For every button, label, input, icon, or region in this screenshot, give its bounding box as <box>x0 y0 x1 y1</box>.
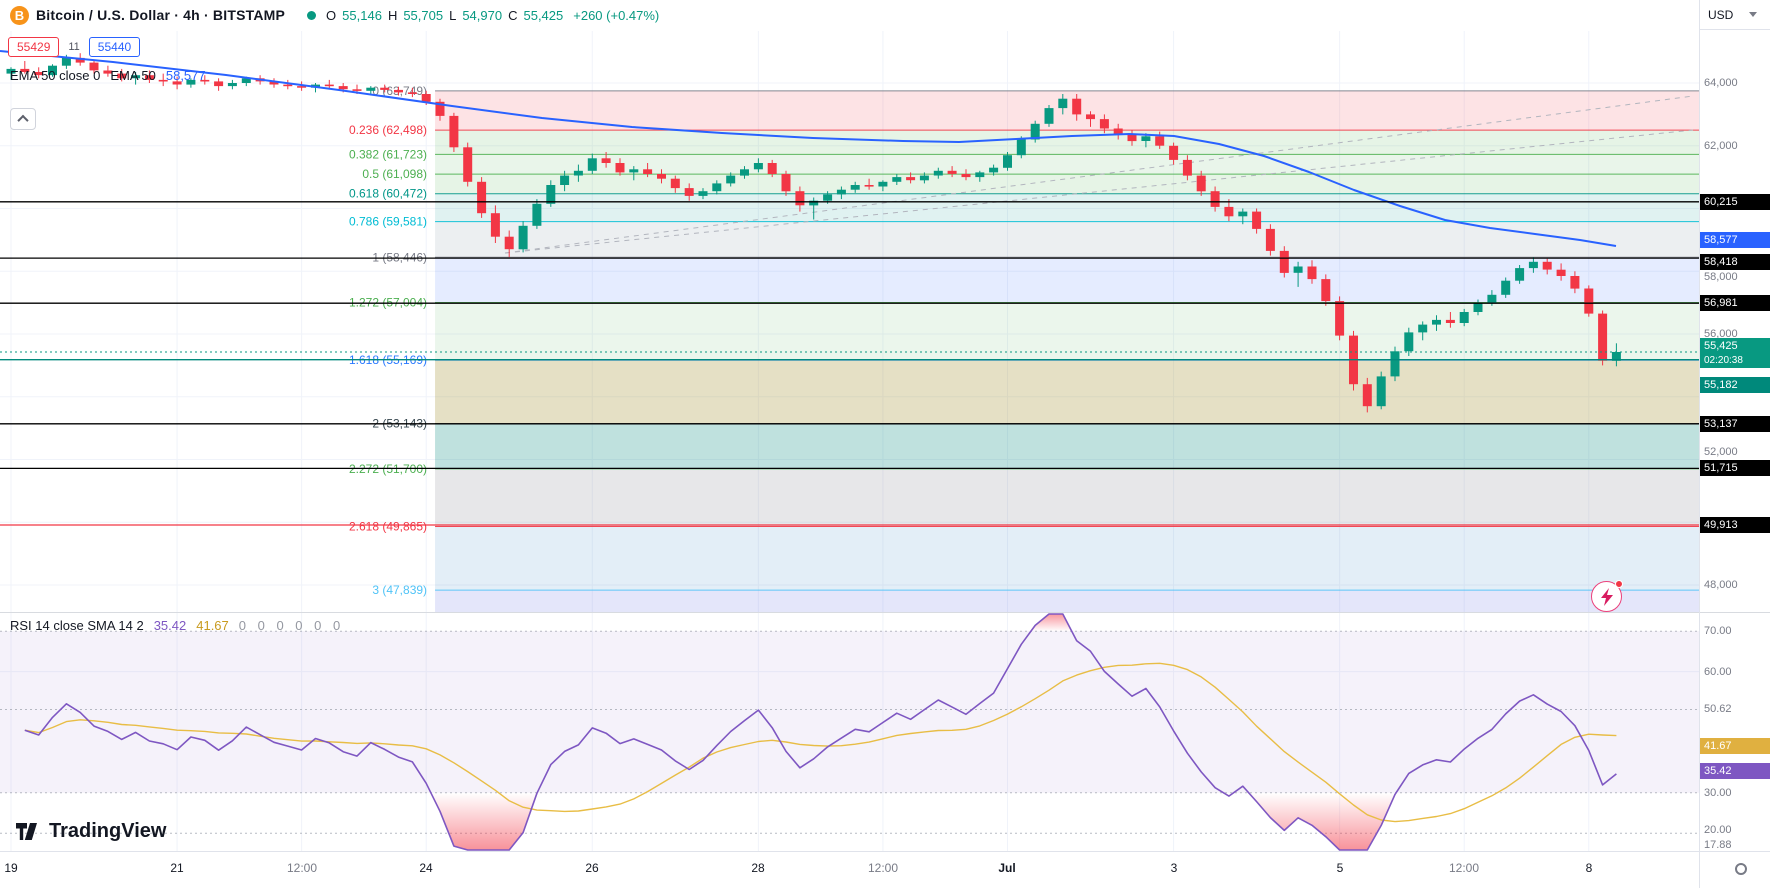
scale-label: 60,215 <box>1699 194 1770 210</box>
bitcoin-icon: B <box>10 5 29 25</box>
time-axis[interactable]: 19 21 12:00 24 26 28 12:00 Jul 3 5 12:00 8 <box>0 851 1770 888</box>
notification-dot-icon <box>1615 580 1623 588</box>
buy-price-tag[interactable]: 55440 <box>88 37 141 57</box>
scale-label: 70.00 <box>1704 625 1732 637</box>
ohlc-open-value: 55,146 <box>342 7 382 23</box>
ohlc-readout: O 55,146 H 55,705 L 54,970 C 55,425 +260… <box>326 8 659 23</box>
scale-settings-icon[interactable] <box>1735 863 1747 875</box>
time-axis-label: 8 <box>1585 861 1593 875</box>
scale-label: 17.88 <box>1704 839 1732 851</box>
rsi-legend-zeros: 0 0 0 0 0 0 <box>238 618 345 633</box>
time-axis-label: 3 <box>1170 861 1178 875</box>
tradingview-logo-text: TradingView <box>49 820 167 842</box>
price-alert-row: 55429 11 55440 <box>8 37 141 57</box>
scale-label: 55,425 02:20:38 <box>1699 338 1770 368</box>
boost-button[interactable] <box>1591 580 1623 612</box>
scale-label: 52,000 <box>1704 446 1738 458</box>
rsi-sma-line <box>24 662 1617 823</box>
chevron-up-icon <box>17 114 29 127</box>
scale-label: 58,000 <box>1704 271 1738 283</box>
lightning-icon <box>1600 587 1613 606</box>
currency-label: USD <box>1708 7 1734 22</box>
collapse-pane-button[interactable] <box>10 108 36 130</box>
rsi-line <box>24 613 1617 851</box>
scale-label: 50.62 <box>1704 703 1732 715</box>
svg-text:0.618 (60,472): 0.618 (60,472) <box>349 187 427 201</box>
rsi-legend-sma-value: 41.67 <box>196 618 229 633</box>
scale-label: 41.67 <box>1699 738 1770 754</box>
svg-text:1.272 (57,004): 1.272 (57,004) <box>349 296 427 310</box>
chevron-down-icon <box>1749 12 1758 17</box>
svg-text:0.5 (61,098): 0.5 (61,098) <box>362 167 427 181</box>
scale-label: 58,418 <box>1699 254 1770 270</box>
scale-label: 62,000 <box>1704 140 1738 152</box>
ema-legend-name2[interactable]: EMA 50 <box>110 68 156 83</box>
ohlc-low-label: L <box>449 7 457 23</box>
time-axis-label: 19 <box>4 861 18 875</box>
ema-legend: EMA 50 close 0 EMA 50 58,577 <box>10 68 206 83</box>
time-axis-label: 21 <box>170 861 184 875</box>
scale-label: 60.00 <box>1704 666 1732 678</box>
svg-text:0.786 (59,581): 0.786 (59,581) <box>349 215 427 229</box>
scale-label: 56,981 <box>1699 295 1770 311</box>
time-axis-label: 28 <box>751 861 765 875</box>
svg-text:1 (58,446): 1 (58,446) <box>372 250 427 264</box>
scale-label: 56,000 <box>1704 328 1738 340</box>
ema-legend-value: 58,577 <box>165 68 206 83</box>
symbol-title[interactable]: Bitcoin / U.S. Dollar · 4h · BITSTAMP <box>36 7 286 23</box>
ema-line <box>0 50 1617 247</box>
market-status-icon[interactable] <box>307 10 317 20</box>
ohlc-close-label: C <box>508 7 518 23</box>
scale-label: 51,715 <box>1699 460 1770 476</box>
scale-label: 64,000 <box>1704 77 1738 89</box>
svg-text:3 (47,839): 3 (47,839) <box>372 583 427 597</box>
pane-separator[interactable] <box>0 612 1770 613</box>
time-axis-label: Jul <box>998 861 1016 875</box>
symbol-toolbar: B Bitcoin / U.S. Dollar · 4h · BITSTAMP … <box>0 0 1699 30</box>
ohlc-high-value: 55,705 <box>403 7 444 23</box>
ema-legend-name[interactable]: EMA 50 close 0 <box>10 68 101 83</box>
rsi-legend-name[interactable]: RSI 14 close SMA 14 2 <box>10 618 144 633</box>
chart-svg: 0 (63,749)0.236 (62,498)0.382 (61,723)0.… <box>0 31 1699 851</box>
time-axis-label: 5 <box>1336 861 1344 875</box>
time-axis-label: 26 <box>585 861 599 875</box>
svg-text:0.236 (62,498): 0.236 (62,498) <box>349 123 427 137</box>
price-scale[interactable]: USD 64,000 62,000 60,215 58,577 58,418 58,000… <box>1699 0 1770 888</box>
price-scale-border <box>1699 0 1700 888</box>
scale-label: 58,577 <box>1699 232 1770 248</box>
ohlc-high-label: H <box>387 7 398 23</box>
scale-label: 30.00 <box>1704 787 1732 799</box>
ohlc-change-value: +260 (+0.47%) <box>573 7 660 23</box>
gridlines <box>0 31 1699 851</box>
sell-price-tag[interactable]: 55429 <box>8 37 60 57</box>
svg-text:0.382 (61,723): 0.382 (61,723) <box>349 147 427 161</box>
ohlc-low-value: 54,970 <box>462 7 503 23</box>
time-axis-label: 12:00 <box>867 861 899 875</box>
scale-label: 35.42 <box>1699 763 1770 779</box>
tradingview-logo[interactable]: TradingView <box>16 820 166 843</box>
fib-retracement: 0 (63,749)0.236 (62,498)0.382 (61,723)0.… <box>349 84 1699 613</box>
rsi-legend-value: 35.42 <box>153 618 187 633</box>
candlestick-series <box>6 53 1621 413</box>
horizontal-lines <box>0 201 1699 526</box>
time-axis-label: 12:00 <box>286 861 318 875</box>
scale-label: 53,137 <box>1699 416 1770 432</box>
scale-label: 48,000 <box>1704 579 1738 591</box>
alert-count: 11 <box>68 41 80 53</box>
currency-dropdown[interactable]: USD <box>1699 0 1770 30</box>
tradingview-logo-icon <box>16 823 37 840</box>
scale-label: 20.00 <box>1704 824 1732 836</box>
chart-canvas[interactable]: 0 (63,749) 0.236 (62,498) 0.382 (61,723) 0.… <box>0 0 1699 851</box>
scale-label: 49,913 <box>1699 517 1770 533</box>
rsi-pane <box>0 613 1699 851</box>
time-axis-label: 24 <box>419 861 433 875</box>
rsi-legend: RSI 14 close SMA 14 2 35.42 41.67 0 0 0 … <box>10 618 344 633</box>
time-axis-label: 12:00 <box>1448 861 1480 875</box>
scale-label: 55,182 <box>1699 377 1770 393</box>
svg-text:2.618 (49,865): 2.618 (49,865) <box>349 520 427 534</box>
ohlc-close-value: 55,425 <box>523 7 564 23</box>
ohlc-open-label: O <box>326 7 337 23</box>
